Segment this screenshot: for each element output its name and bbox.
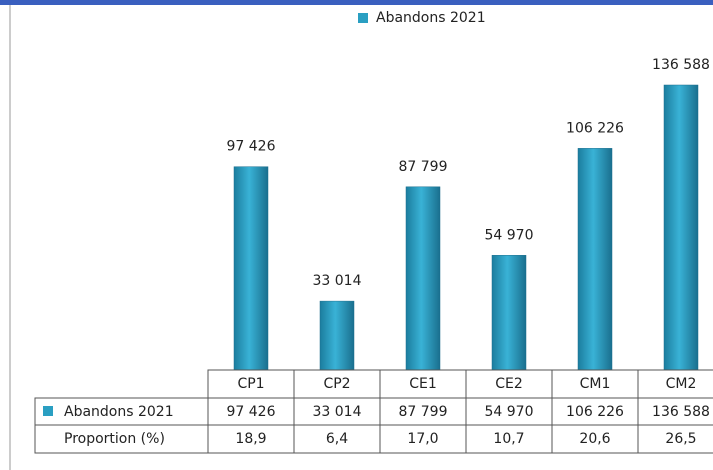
bar [233, 166, 269, 371]
data-label: 97 426 [227, 139, 276, 155]
table-row-label: Proportion (%) [64, 431, 165, 447]
table-value: 20,6 [579, 431, 610, 447]
table-value: 54 970 [485, 404, 534, 420]
data-label: 136 588 [652, 57, 710, 73]
category-label: CE1 [409, 376, 437, 392]
table-value: 10,7 [493, 431, 524, 447]
table-value: 136 588 [652, 404, 710, 420]
category-label: CP2 [323, 376, 350, 392]
table-legend-marker [43, 406, 53, 416]
table-value: 106 226 [566, 404, 624, 420]
table-value: 17,0 [407, 431, 438, 447]
category-label: CM1 [580, 376, 611, 392]
legend-marker [358, 13, 368, 23]
table-value: 97 426 [227, 404, 276, 420]
category-label: CP1 [237, 376, 264, 392]
bar [663, 84, 699, 371]
legend-label: Abandons 2021 [376, 10, 486, 26]
category-label: CM2 [666, 376, 697, 392]
top-strip [0, 0, 713, 5]
category-label: CE2 [495, 376, 523, 392]
table-cell [637, 424, 713, 454]
data-label: 106 226 [566, 120, 624, 136]
data-label: 87 799 [399, 159, 448, 175]
bar [405, 186, 441, 371]
table-value: 6,4 [326, 431, 348, 447]
table-value: 87 799 [399, 404, 448, 420]
bar [491, 255, 527, 371]
data-label: 54 970 [485, 227, 534, 243]
bar [319, 300, 355, 371]
table-row-label: Abandons 2021 [64, 404, 174, 420]
table-value: 26,5 [665, 431, 696, 447]
data-label: 33 014 [313, 273, 362, 289]
bar [577, 148, 613, 371]
table-value: 33 014 [313, 404, 362, 420]
table-value: 18,9 [235, 431, 266, 447]
